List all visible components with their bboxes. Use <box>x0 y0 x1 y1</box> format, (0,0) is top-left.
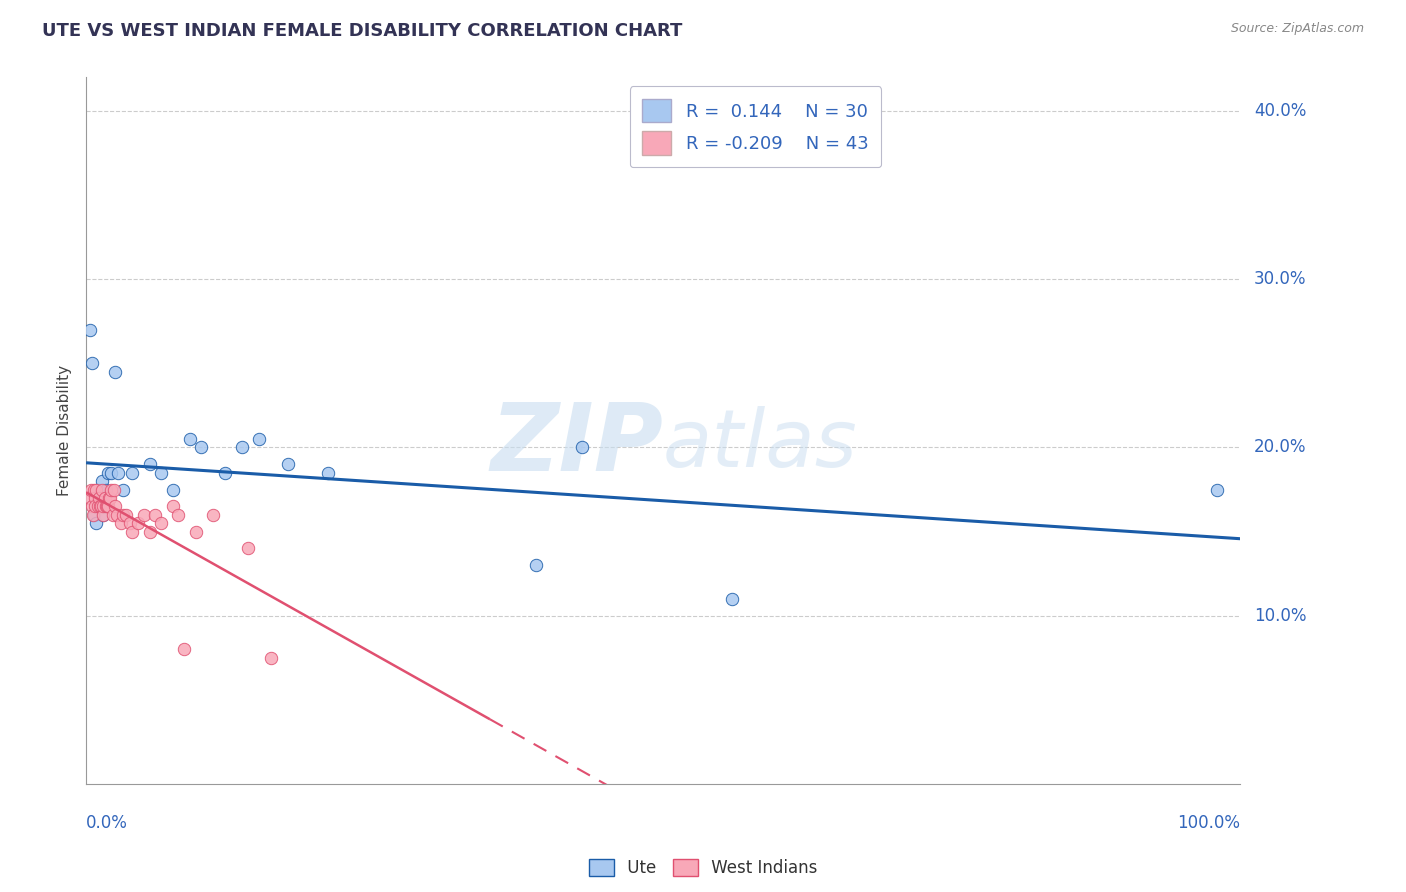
Point <box>143 508 166 522</box>
Point <box>100 483 122 497</box>
Point <box>162 500 184 514</box>
Point <box>524 558 547 573</box>
Point <box>231 441 253 455</box>
Point <box>91 474 114 488</box>
Text: 30.0%: 30.0% <box>1254 270 1306 288</box>
Point <box>260 650 283 665</box>
Text: UTE VS WEST INDIAN FEMALE DISABILITY CORRELATION CHART: UTE VS WEST INDIAN FEMALE DISABILITY COR… <box>42 22 682 40</box>
Point <box>138 524 160 539</box>
Point <box>86 500 108 514</box>
Point <box>111 508 134 522</box>
Point <box>103 483 125 497</box>
Point <box>97 466 120 480</box>
Point <box>121 466 143 480</box>
Point <box>150 516 173 530</box>
Point <box>104 500 127 514</box>
Point <box>110 516 132 530</box>
Point <box>571 441 593 455</box>
Point <box>83 508 105 522</box>
Point <box>318 466 340 480</box>
Text: ZIP: ZIP <box>491 399 664 491</box>
Point <box>277 457 299 471</box>
Point <box>173 642 195 657</box>
Legend: R =  0.144    N = 30, R = -0.209    N = 43: R = 0.144 N = 30, R = -0.209 N = 43 <box>630 87 882 167</box>
Point <box>115 508 138 522</box>
Text: 20.0%: 20.0% <box>1254 439 1306 457</box>
Point <box>127 516 149 530</box>
Text: 0.0%: 0.0% <box>86 814 128 832</box>
Point <box>86 516 108 530</box>
Point <box>97 500 120 514</box>
Point <box>138 457 160 471</box>
Point <box>104 365 127 379</box>
Legend:  Ute,  West Indians: Ute, West Indians <box>582 852 824 884</box>
Point <box>79 491 101 505</box>
Point <box>118 516 141 530</box>
Point <box>1206 483 1229 497</box>
Point <box>150 466 173 480</box>
Point <box>202 508 225 522</box>
Point <box>100 466 122 480</box>
Point <box>87 483 110 497</box>
Point <box>121 524 143 539</box>
Text: 100.0%: 100.0% <box>1177 814 1240 832</box>
Point <box>87 491 110 505</box>
Point <box>86 483 108 497</box>
Point <box>89 491 111 505</box>
Point <box>84 491 107 505</box>
Text: 10.0%: 10.0% <box>1254 607 1306 624</box>
Point <box>236 541 259 556</box>
Point <box>83 483 105 497</box>
Point <box>89 500 111 514</box>
Point <box>93 500 115 514</box>
Point <box>96 500 118 514</box>
Point <box>105 508 128 522</box>
Point <box>107 466 129 480</box>
Point <box>93 508 115 522</box>
Text: 40.0%: 40.0% <box>1254 102 1306 120</box>
Point <box>94 483 117 497</box>
Point <box>93 491 115 505</box>
Point <box>179 432 201 446</box>
Point <box>93 508 115 522</box>
Point <box>190 441 212 455</box>
Point <box>90 500 112 514</box>
Point <box>111 483 134 497</box>
Point <box>80 500 103 514</box>
Point <box>214 466 236 480</box>
Point <box>91 483 114 497</box>
Point <box>86 500 108 514</box>
Point <box>80 356 103 370</box>
Point <box>98 491 121 505</box>
Point <box>82 508 104 522</box>
Point <box>94 500 117 514</box>
Point <box>184 524 207 539</box>
Text: Source: ZipAtlas.com: Source: ZipAtlas.com <box>1230 22 1364 36</box>
Point <box>247 432 270 446</box>
Point <box>79 483 101 497</box>
Point <box>132 508 155 522</box>
Point <box>167 508 190 522</box>
Point <box>79 323 101 337</box>
Y-axis label: Female Disability: Female Disability <box>58 365 72 496</box>
Point <box>162 483 184 497</box>
Point <box>98 491 121 505</box>
Point <box>84 500 107 514</box>
Point <box>721 591 744 606</box>
Point <box>101 508 124 522</box>
Text: atlas: atlas <box>664 406 858 483</box>
